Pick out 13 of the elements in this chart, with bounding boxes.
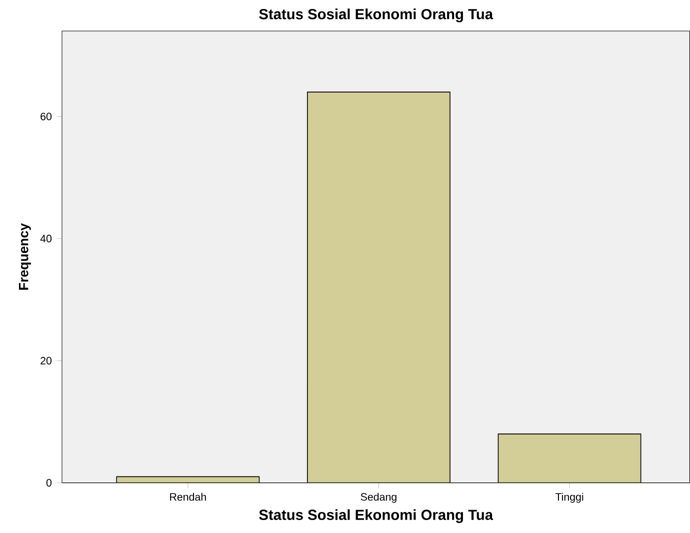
chart-title: Status Sosial Ekonomi Orang Tua — [259, 8, 494, 22]
y-tick-label: 60 — [40, 112, 52, 120]
y-axis-title: Frequency — [18, 223, 31, 290]
x-tick-label: Tinggi — [555, 492, 584, 503]
bar — [116, 476, 260, 483]
x-tick-label: Sedang — [360, 492, 396, 503]
y-tick-label: 40 — [40, 234, 52, 242]
x-tick-label: Rendah — [170, 492, 206, 501]
y-tick-label: 0 — [46, 479, 52, 487]
bar — [498, 434, 642, 483]
y-tick-label: 20 — [40, 357, 52, 365]
x-axis-title: Status Sosial Ekonomi Orang Tua — [259, 509, 494, 524]
bar — [307, 92, 450, 483]
